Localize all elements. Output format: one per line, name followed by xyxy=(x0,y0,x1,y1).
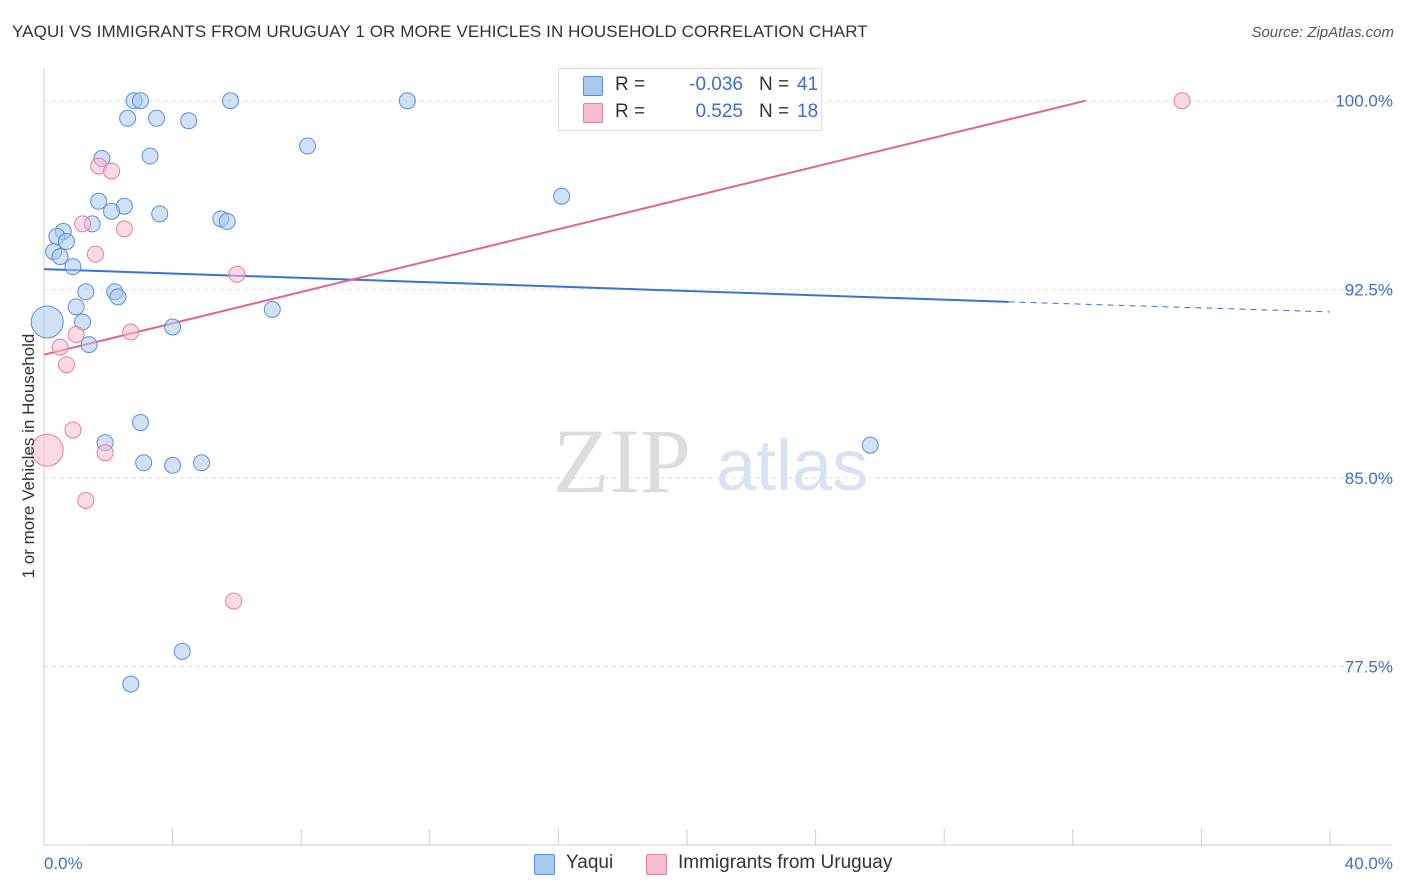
tick-labels: 100.0% 92.5% 85.0% 77.5% 0.0% 40.0% xyxy=(44,92,1393,873)
x-tick-label: 40.0% xyxy=(1345,854,1393,873)
watermark-atlas: atlas xyxy=(716,426,868,506)
uruguay-point xyxy=(67,326,85,344)
yaqui-point xyxy=(861,436,879,454)
uruguay-point xyxy=(1173,92,1191,110)
legend-label: Immigrants from Uruguay xyxy=(678,852,893,873)
gridlines xyxy=(44,100,1392,667)
yaqui-point xyxy=(131,414,149,432)
yaqui-point xyxy=(90,192,108,210)
stats-legend: R = -0.036 N = 41 R = 0.525 N = 18 xyxy=(558,68,822,131)
yaqui-point xyxy=(109,288,127,306)
uruguay-point xyxy=(64,421,82,439)
uruguay-swatch xyxy=(583,103,603,123)
yaqui-swatch xyxy=(534,854,555,875)
yaqui-point xyxy=(67,298,85,316)
yaqui-point xyxy=(30,305,64,339)
yaqui-point xyxy=(80,336,98,354)
y-tick-label: 85.0% xyxy=(1345,469,1393,488)
source-credit: Source: ZipAtlas.com xyxy=(1251,24,1394,41)
n-value: 18 xyxy=(797,101,819,122)
n-value: 41 xyxy=(797,74,819,95)
r-label: R = xyxy=(615,101,646,122)
yaqui-point xyxy=(135,454,153,472)
uruguay-point xyxy=(228,265,246,283)
yaqui-trendline xyxy=(43,268,1009,303)
uruguay-trendline xyxy=(43,99,1086,356)
yaqui-point xyxy=(64,258,82,276)
watermark: ZIP atlas xyxy=(553,410,868,512)
y-tick-label: 92.5% xyxy=(1345,280,1393,299)
y-axis-label: 1 or more Vehicles in Household xyxy=(19,334,38,579)
uruguay-point xyxy=(225,592,243,610)
yaqui-point xyxy=(398,92,416,110)
uruguay-point xyxy=(86,245,104,263)
n-label: N = xyxy=(759,74,790,95)
y-axis-label-group: 1 or more Vehicles in Household xyxy=(19,334,38,579)
yaqui-point xyxy=(119,109,137,127)
yaqui-point xyxy=(122,675,140,693)
uruguay-point xyxy=(74,215,92,233)
r-label: R = xyxy=(615,74,646,95)
uruguay-point xyxy=(58,356,76,374)
yaqui-point xyxy=(58,233,76,251)
yaqui-point xyxy=(141,147,159,165)
yaqui-point xyxy=(173,642,191,660)
r-value: 0.525 xyxy=(695,101,743,122)
uruguay-point xyxy=(103,162,121,180)
uruguay-point xyxy=(122,323,140,341)
uruguay-swatch xyxy=(646,854,667,875)
n-label: N = xyxy=(759,101,790,122)
yaqui-swatch xyxy=(583,76,603,96)
legend-label: Yaqui xyxy=(566,852,614,873)
watermark-zip: ZIP xyxy=(553,410,691,512)
yaqui-point xyxy=(77,283,95,301)
yaqui-trendline-extension xyxy=(1008,301,1331,313)
yaqui-point xyxy=(164,456,182,474)
yaqui-point xyxy=(151,205,169,223)
yaqui-point xyxy=(263,300,281,318)
uruguay-point xyxy=(115,220,133,238)
chart-title: YAQUI VS IMMIGRANTS FROM URUGUAY 1 OR MO… xyxy=(12,22,868,41)
yaqui-point xyxy=(180,112,198,130)
y-tick-label: 77.5% xyxy=(1345,657,1393,676)
uruguay-point xyxy=(77,492,95,510)
uruguay-point xyxy=(96,444,114,462)
yaqui-point xyxy=(553,187,571,205)
uruguay-point xyxy=(51,338,69,356)
yaqui-point xyxy=(218,212,236,230)
yaqui-point xyxy=(164,318,182,336)
data-points xyxy=(30,92,1191,693)
yaqui-point xyxy=(193,454,211,472)
r-value: -0.036 xyxy=(689,74,743,95)
yaqui-point xyxy=(103,202,121,220)
uruguay-point xyxy=(30,433,64,467)
yaqui-point xyxy=(51,248,69,266)
y-tick-label: 100.0% xyxy=(1335,92,1393,111)
yaqui-point xyxy=(148,109,166,127)
yaqui-point xyxy=(131,92,149,110)
trendlines xyxy=(43,99,1331,356)
yaqui-point xyxy=(299,137,317,155)
yaqui-point xyxy=(221,92,239,110)
x-tick-label: 0.0% xyxy=(44,854,83,873)
